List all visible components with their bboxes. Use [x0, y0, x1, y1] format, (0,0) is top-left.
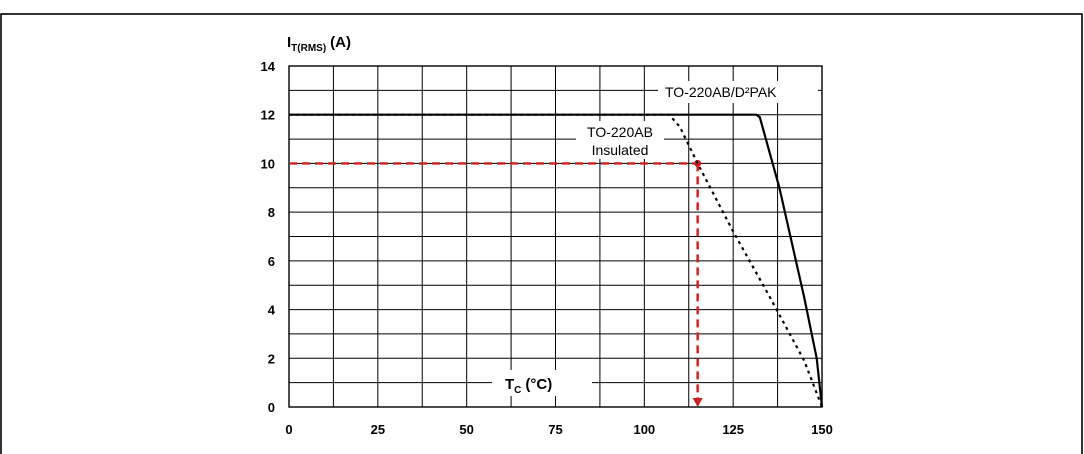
operating-point-annotation	[289, 159, 703, 407]
x-tick-label: 150	[811, 422, 833, 437]
label-to220ab-insulated-line1: TO-220AB	[587, 124, 653, 140]
y-axis-unit: (A)	[330, 34, 351, 51]
x-axis-unit: (°C)	[525, 376, 552, 393]
y-tick-label: 14	[261, 59, 276, 74]
annotation-arrow-head	[692, 398, 703, 407]
y-axis-subscript: T(RMS)	[291, 43, 326, 54]
x-axis-subscript: C	[514, 385, 521, 396]
y-tick-label: 6	[268, 254, 275, 269]
label-bg-to220ab-d2pak	[658, 81, 818, 103]
x-tick-label: 75	[548, 422, 562, 437]
y-tick-label: 0	[268, 400, 275, 415]
x-tick-label: 50	[459, 422, 473, 437]
x-tick-label: 25	[371, 422, 385, 437]
plot-border	[288, 65, 823, 408]
x-tick-labels: 0 25 50 75 100 125 150	[285, 422, 832, 437]
y-tick-label: 10	[261, 156, 275, 171]
label-to220ab-insulated-line2: Insulated	[592, 142, 649, 158]
x-tick-label: 100	[633, 422, 655, 437]
y-axis-symbol: I	[287, 34, 291, 51]
label-to220ab-d2pak: TO-220AB/D²PAK	[665, 84, 777, 100]
y-tick-label: 12	[261, 108, 275, 123]
label-bg-to220ab-insulated	[576, 121, 664, 159]
y-tick-label: 4	[268, 303, 276, 318]
y-tick-labels: 0 2 4 6 8 10 12 14	[261, 59, 276, 415]
y-tick-label: 8	[268, 205, 275, 220]
x-tick-label: 0	[285, 422, 292, 437]
y-axis-title: IT(RMS) (A)	[287, 34, 351, 54]
grid-lines	[289, 66, 822, 407]
figure-frame	[0, 13, 1083, 454]
x-tick-label: 125	[722, 422, 744, 437]
x-axis-symbol: T	[505, 376, 514, 393]
x-axis-title-bg	[492, 370, 592, 396]
y-tick-label: 2	[268, 351, 275, 366]
series-line-to220ab-d2pak	[289, 113, 824, 408]
x-axis-title: TC (°C)	[505, 376, 552, 396]
